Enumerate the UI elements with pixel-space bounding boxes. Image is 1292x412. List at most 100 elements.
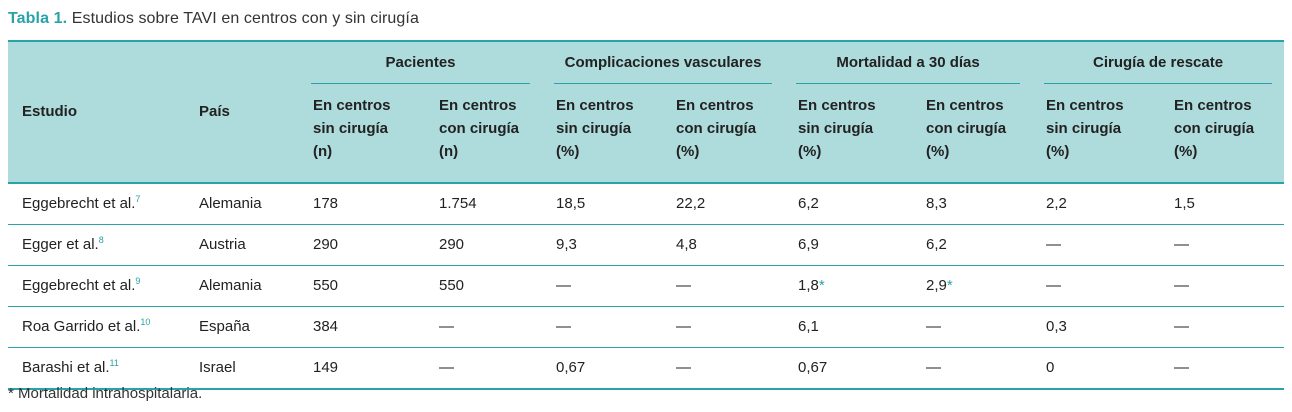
value-text: 0,3 bbox=[1046, 318, 1067, 335]
cell-value: — bbox=[542, 306, 663, 348]
subheader-line: con cirugía bbox=[926, 120, 1007, 137]
reference-number: 10 bbox=[140, 317, 151, 327]
table-row: Eggebrecht et al.9 Alemania 550 550— —1,8* 2,… bbox=[8, 265, 1285, 307]
value-text: — bbox=[676, 318, 692, 335]
cell-value: — bbox=[425, 306, 543, 348]
cell-value: 290 bbox=[425, 224, 543, 266]
cell-value: 2,9* bbox=[912, 265, 1033, 307]
subheader-row: En centros sin cirugía (n) En centros con ci… bbox=[8, 84, 1285, 183]
subheader-line: (%) bbox=[676, 143, 700, 160]
value-text: 290 bbox=[313, 236, 339, 253]
study-name: Eggebrecht et al. bbox=[22, 195, 136, 212]
caption-text: Estudios sobre TAVI en centros con y sin… bbox=[71, 10, 419, 27]
cell-value: — bbox=[425, 347, 543, 390]
value-text: 6,1 bbox=[798, 318, 819, 335]
cell-value: 6,2 bbox=[912, 224, 1033, 266]
value-text: 1,8 bbox=[798, 277, 819, 294]
subheader-cell: En centros con cirugía (n) bbox=[425, 84, 543, 183]
cell-value: 0,67 bbox=[542, 347, 663, 390]
value-text: 6,2 bbox=[926, 236, 947, 253]
cell-value: — bbox=[662, 347, 785, 390]
value-text: 2,2 bbox=[1046, 195, 1067, 212]
table-caption: Tabla 1. Estudios sobre TAVI en centros … bbox=[8, 9, 419, 29]
value-text: — bbox=[556, 318, 572, 335]
value-text: 18,5 bbox=[556, 195, 586, 212]
cell-value: — bbox=[1160, 224, 1285, 266]
cell-value: — bbox=[662, 306, 785, 348]
cell-value: 4,8 bbox=[662, 224, 785, 266]
subheader-line: En centros bbox=[926, 97, 1004, 114]
reference-number: 8 bbox=[98, 235, 104, 245]
reference-number: 9 bbox=[135, 276, 141, 286]
cell-pais: Alemania bbox=[185, 265, 299, 307]
cell-pais: España bbox=[185, 306, 299, 348]
cell-value: 1,8* bbox=[784, 265, 913, 307]
table-footnote: * Mortalidad intrahospitalaria. bbox=[8, 385, 203, 402]
cell-value: 2,2 bbox=[1032, 183, 1161, 225]
subheader-line: En centros bbox=[798, 97, 876, 114]
subheader-line: (%) bbox=[556, 143, 580, 160]
subheader-line: En centros bbox=[556, 97, 634, 114]
study-name: Barashi et al. bbox=[22, 359, 110, 376]
cell-pais: Austria bbox=[185, 224, 299, 266]
cell-value: 6,2 bbox=[784, 183, 913, 225]
subheader-cell: En centros con cirugía (%) bbox=[1160, 84, 1285, 183]
value-text: 1,5 bbox=[1174, 195, 1195, 212]
value-text: — bbox=[1046, 277, 1062, 294]
value-text: 384 bbox=[313, 318, 339, 335]
subheader-cell: En centros sin cirugía (%) bbox=[784, 84, 913, 183]
group-label: Mortalidad a 30 días bbox=[796, 42, 1021, 84]
cell-value: 8,3 bbox=[912, 183, 1033, 225]
subheader-line: (%) bbox=[1046, 143, 1070, 160]
value-text: — bbox=[1174, 359, 1190, 376]
subheader-line: En centros bbox=[676, 97, 754, 114]
header-estudio: Estudio bbox=[8, 41, 185, 183]
subheader-line: En centros bbox=[439, 97, 517, 114]
value-text: — bbox=[1174, 318, 1190, 335]
cell-pais: Alemania bbox=[185, 183, 299, 225]
value-text: 0,67 bbox=[798, 359, 828, 376]
cell-value: — bbox=[662, 265, 785, 307]
subheader-line: sin cirugía bbox=[313, 120, 389, 137]
cell-value: 9,3 bbox=[542, 224, 663, 266]
value-text: — bbox=[439, 359, 454, 376]
value-text: 0 bbox=[1046, 359, 1055, 376]
cell-estudio: Eggebrecht et al.7 bbox=[8, 183, 185, 225]
cell-value: — bbox=[542, 265, 663, 307]
subheader-cell: En centros con cirugía (%) bbox=[912, 84, 1033, 183]
subheader-line: sin cirugía bbox=[556, 120, 632, 137]
value-text: — bbox=[676, 359, 692, 376]
value-text: 1.754 bbox=[439, 195, 477, 212]
subheader-line: En centros bbox=[1046, 97, 1124, 114]
cell-value: 0,3 bbox=[1032, 306, 1161, 348]
group-label: Cirugía de rescate bbox=[1044, 42, 1273, 84]
cell-value: — bbox=[1160, 265, 1285, 307]
table-body: Eggebrecht et al.7 Alemania 178 1.754 18,5 22… bbox=[8, 183, 1285, 390]
value-text: — bbox=[556, 277, 572, 294]
value-text: 6,2 bbox=[798, 195, 819, 212]
subheader-line: (%) bbox=[926, 143, 950, 160]
subheader-line: (n) bbox=[313, 143, 333, 160]
cell-estudio: Egger et al.8 bbox=[8, 224, 185, 266]
cell-value: 1.754 bbox=[425, 183, 543, 225]
value-text: — bbox=[1174, 236, 1190, 253]
header-group-pacientes: Pacientes bbox=[299, 41, 543, 84]
subheader-line: sin cirugía bbox=[798, 120, 874, 137]
study-name: Roa Garrido et al. bbox=[22, 318, 141, 335]
table-row: Eggebrecht et al.7 Alemania 178 1.754 18,5 22… bbox=[8, 183, 1285, 225]
header-pais: País bbox=[185, 41, 299, 183]
table-row: Egger et al.8 Austria 290 290 9,3 4,8 6,9 6,2— — bbox=[8, 224, 1285, 266]
reference-number: 11 bbox=[109, 358, 119, 368]
value-text: 178 bbox=[313, 195, 339, 212]
asterisk-mark: * bbox=[818, 277, 825, 294]
table-row: Barashi et al.11 Israel 149—0,67—0,67—0— bbox=[8, 347, 1285, 390]
value-text: 550 bbox=[439, 277, 465, 294]
value-text: 550 bbox=[313, 277, 339, 294]
value-text: 4,8 bbox=[676, 236, 697, 253]
value-text: — bbox=[1046, 236, 1062, 253]
cell-estudio: Roa Garrido et al.10 bbox=[8, 306, 185, 348]
cell-pais: Israel bbox=[185, 347, 299, 390]
subheader-line: (%) bbox=[1174, 143, 1198, 160]
value-text: — bbox=[926, 359, 942, 376]
value-text: 290 bbox=[439, 236, 465, 253]
